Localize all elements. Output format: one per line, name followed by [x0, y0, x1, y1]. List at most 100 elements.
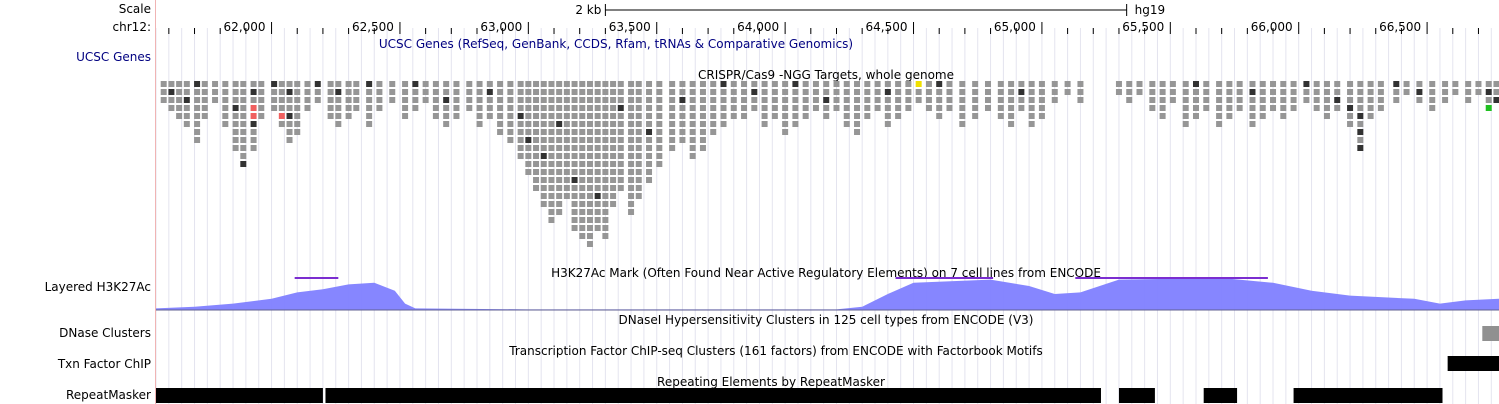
crispr-target	[486, 97, 493, 103]
track-label-repeatmasker[interactable]: RepeatMasker	[65, 388, 151, 402]
crispr-target	[579, 177, 586, 183]
track-label-h3k27ac[interactable]: Layered H3K27Ac	[44, 280, 151, 294]
crispr-target	[823, 113, 830, 119]
crispr-target	[635, 113, 642, 119]
crispr-target	[617, 185, 624, 191]
crispr-target	[1182, 81, 1189, 87]
crispr-target	[1008, 105, 1015, 111]
repeatmasker-title[interactable]: Repeating Elements by RepeatMasker	[657, 375, 885, 389]
crispr-target	[540, 81, 547, 87]
crispr-target	[594, 209, 601, 215]
track-canvas[interactable]: 2 kb hg19 62,000 62,500 63,000 63,500 64,000…	[156, 0, 1499, 404]
crispr-target	[679, 137, 686, 143]
crispr-target	[854, 121, 861, 127]
crispr-target	[833, 97, 840, 103]
track-label-ucsc-genes[interactable]: UCSC Genes	[76, 50, 151, 64]
crispr-target	[1313, 81, 1320, 87]
crispr-target	[507, 129, 514, 135]
crispr-target	[240, 121, 247, 127]
crispr-target	[617, 105, 624, 111]
crispr-target	[1393, 89, 1400, 95]
crispr-target	[556, 89, 563, 95]
crispr-target	[563, 161, 570, 167]
crispr-target	[443, 113, 450, 119]
crispr-track[interactable]	[160, 81, 1499, 247]
repeatmasker-track[interactable]	[156, 388, 1443, 403]
crispr-target	[936, 113, 943, 119]
crispr-target	[412, 89, 419, 95]
crispr-target	[571, 161, 578, 167]
crispr-target	[656, 81, 663, 87]
track-label-dnase[interactable]: DNase Clusters	[59, 326, 151, 340]
crispr-target	[1182, 89, 1189, 95]
crispr-target	[1280, 89, 1287, 95]
crispr-target	[497, 81, 504, 87]
crispr-target	[1303, 97, 1310, 103]
crispr-target	[1038, 89, 1045, 95]
ucsc-genes-title[interactable]: UCSC Genes (RefSeq, GenBank, CCDS, Rfam,…	[379, 37, 853, 51]
track-area[interactable]: 2 kb hg19 62,000 62,500 63,000 63,500 64,000…	[156, 0, 1499, 404]
crispr-target	[556, 113, 563, 119]
crispr-target	[556, 193, 563, 199]
crispr-target	[635, 129, 642, 135]
crispr-target	[222, 81, 229, 87]
crispr-target	[556, 81, 563, 87]
crispr-target	[497, 105, 504, 111]
track-label-txn-factor[interactable]: Txn Factor ChIP	[57, 357, 151, 371]
crispr-target	[761, 81, 768, 87]
txn-title[interactable]: Transcription Factor ChIP-seq Clusters (…	[508, 344, 1042, 358]
dnase-track[interactable]	[1482, 326, 1499, 341]
crispr-target	[628, 161, 635, 167]
crispr-target	[540, 145, 547, 151]
crispr-title[interactable]: CRISPR/Cas9 -NGG Targets, whole genome	[698, 68, 954, 82]
crispr-target	[540, 97, 547, 103]
crispr-target	[453, 89, 460, 95]
crispr-target	[1077, 81, 1084, 87]
crispr-target	[905, 89, 912, 95]
crispr-target	[345, 97, 352, 103]
crispr-target	[222, 97, 229, 103]
crispr-target	[610, 113, 617, 119]
crispr-target	[183, 81, 190, 87]
crispr-target	[563, 145, 570, 151]
crispr-target	[294, 105, 301, 111]
crispr-target	[594, 185, 601, 191]
crispr-target	[1038, 97, 1045, 103]
crispr-target	[656, 137, 663, 143]
crispr-target	[556, 169, 563, 175]
crispr-target	[525, 145, 532, 151]
crispr-target	[1028, 89, 1035, 95]
crispr-target	[345, 105, 352, 111]
crispr-target	[656, 97, 663, 103]
crispr-target	[335, 89, 342, 95]
crispr-target	[563, 153, 570, 159]
crispr-target	[271, 89, 278, 95]
crispr-target	[1249, 81, 1256, 87]
crispr-target	[617, 81, 624, 87]
h3k27ac-track[interactable]	[156, 277, 1499, 311]
txn-track[interactable]	[1447, 356, 1499, 371]
crispr-target	[432, 89, 439, 95]
crispr-target	[699, 89, 706, 95]
dnase-title[interactable]: DNaseI Hypersensitivity Clusters in 125 …	[619, 313, 1034, 327]
ruler-tick-label: 66,000	[1251, 20, 1293, 34]
crispr-target	[1280, 105, 1287, 111]
crispr-target	[656, 129, 663, 135]
crispr-target	[602, 169, 609, 175]
crispr-target	[1226, 105, 1233, 111]
crispr-target	[278, 113, 285, 119]
crispr-target	[563, 129, 570, 135]
crispr-target	[579, 89, 586, 95]
crispr-target	[548, 145, 555, 151]
crispr-target	[232, 129, 239, 135]
crispr-target	[915, 97, 922, 103]
crispr-target	[610, 97, 617, 103]
crispr-target	[915, 81, 922, 87]
crispr-target	[669, 105, 676, 111]
crispr-target	[540, 137, 547, 143]
crispr-target	[602, 145, 609, 151]
h3k27ac-title[interactable]: H3K27Ac Mark (Often Found Near Active Re…	[551, 266, 1101, 280]
crispr-target	[843, 81, 850, 87]
crispr-target	[1280, 113, 1287, 119]
